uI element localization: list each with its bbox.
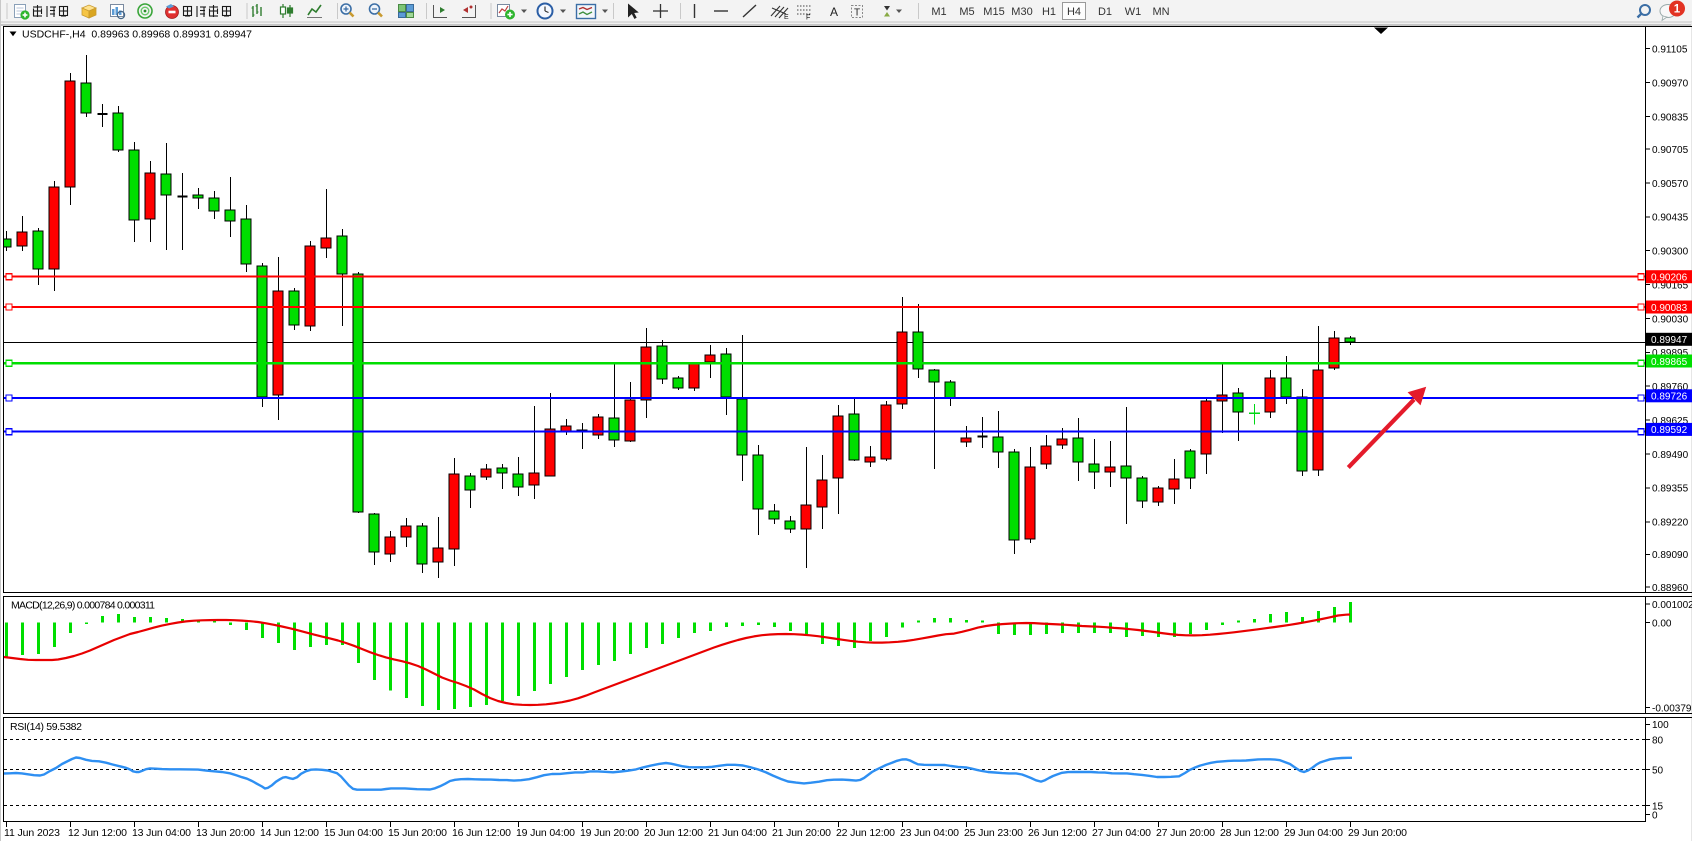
svg-text:15 Jun 04:00: 15 Jun 04:00 xyxy=(324,827,383,839)
svg-text:0.89760: 0.89760 xyxy=(1652,382,1689,393)
svg-text:0.89220: 0.89220 xyxy=(1652,518,1689,529)
svg-text:19 Jun 04:00: 19 Jun 04:00 xyxy=(516,827,575,839)
svg-text:0.90165: 0.90165 xyxy=(1652,280,1689,291)
svg-text:12 Jun 12:00: 12 Jun 12:00 xyxy=(68,827,127,839)
svg-text:0.90030: 0.90030 xyxy=(1652,314,1689,325)
svg-text:0.89865: 0.89865 xyxy=(1651,357,1688,368)
svg-text:0.90083: 0.90083 xyxy=(1651,303,1688,314)
svg-text:22 Jun 12:00: 22 Jun 12:00 xyxy=(836,827,895,839)
svg-text:11 Jun 2023: 11 Jun 2023 xyxy=(4,827,60,839)
svg-text:0.00: 0.00 xyxy=(1652,618,1672,629)
svg-text:29 Jun 04:00: 29 Jun 04:00 xyxy=(1284,827,1343,839)
svg-text:H1: H1 xyxy=(1042,6,1056,18)
svg-text:MACD(12,26,9) 0.000784 0.00031: MACD(12,26,9) 0.000784 0.000311 xyxy=(11,600,155,612)
svg-text:D1: D1 xyxy=(1098,6,1112,18)
svg-text:15: 15 xyxy=(1652,801,1664,812)
svg-text:-0.003793: -0.003793 xyxy=(1652,703,1692,714)
svg-text:0.89592: 0.89592 xyxy=(1651,425,1688,436)
svg-text:20 Jun 12:00: 20 Jun 12:00 xyxy=(644,827,703,839)
svg-text:1: 1 xyxy=(1674,4,1681,16)
svg-text:0.89490: 0.89490 xyxy=(1652,450,1689,461)
svg-text:100: 100 xyxy=(1652,720,1669,731)
svg-text:0: 0 xyxy=(1652,810,1658,821)
svg-text:A: A xyxy=(830,5,838,19)
svg-text:26 Jun 12:00: 26 Jun 12:00 xyxy=(1028,827,1087,839)
svg-text:21 Jun 04:00: 21 Jun 04:00 xyxy=(708,827,767,839)
svg-text:M1: M1 xyxy=(931,6,946,18)
svg-text:19 Jun 20:00: 19 Jun 20:00 xyxy=(580,827,639,839)
svg-text:80: 80 xyxy=(1652,735,1664,746)
svg-text:0.90835: 0.90835 xyxy=(1652,112,1689,123)
svg-text:MN: MN xyxy=(1152,6,1169,18)
svg-text:0.89355: 0.89355 xyxy=(1652,484,1689,495)
svg-text:0.89726: 0.89726 xyxy=(1651,392,1688,403)
svg-text:0.90570: 0.90570 xyxy=(1652,179,1689,190)
svg-text:29 Jun 20:00: 29 Jun 20:00 xyxy=(1348,827,1407,839)
svg-text:27 Jun 20:00: 27 Jun 20:00 xyxy=(1156,827,1215,839)
svg-text:F: F xyxy=(806,15,810,22)
svg-text:16 Jun 12:00: 16 Jun 12:00 xyxy=(452,827,511,839)
svg-text:0.90206: 0.90206 xyxy=(1651,273,1688,284)
svg-text:0.89090: 0.89090 xyxy=(1652,550,1689,561)
svg-text:M30: M30 xyxy=(1011,6,1032,18)
svg-text:M5: M5 xyxy=(959,6,974,18)
svg-text:0.001002: 0.001002 xyxy=(1652,600,1692,611)
svg-text:0.90300: 0.90300 xyxy=(1652,247,1689,258)
svg-text:M15: M15 xyxy=(983,6,1004,18)
svg-text:21 Jun 20:00: 21 Jun 20:00 xyxy=(772,827,831,839)
svg-text:15 Jun 20:00: 15 Jun 20:00 xyxy=(388,827,447,839)
svg-text:0.90435: 0.90435 xyxy=(1652,213,1689,224)
svg-text:0.89947: 0.89947 xyxy=(1651,335,1688,346)
svg-text:28 Jun 12:00: 28 Jun 12:00 xyxy=(1220,827,1279,839)
svg-text:25 Jun 23:00: 25 Jun 23:00 xyxy=(964,827,1023,839)
svg-text:0.89625: 0.89625 xyxy=(1652,416,1689,427)
svg-text:27 Jun 04:00: 27 Jun 04:00 xyxy=(1092,827,1151,839)
svg-text:13 Jun 20:00: 13 Jun 20:00 xyxy=(196,827,255,839)
svg-text:13 Jun 04:00: 13 Jun 04:00 xyxy=(132,827,191,839)
svg-text:RSI(14) 59.5382: RSI(14) 59.5382 xyxy=(10,721,82,733)
svg-text:23 Jun 04:00: 23 Jun 04:00 xyxy=(900,827,959,839)
svg-text:0.90970: 0.90970 xyxy=(1652,78,1689,89)
svg-text:0.88960: 0.88960 xyxy=(1652,583,1689,594)
svg-text:USDCHF-,H4 0.89963 0.89968 0.: USDCHF-,H4 0.89963 0.89968 0.89931 0.899… xyxy=(22,29,252,41)
svg-text:0.90705: 0.90705 xyxy=(1652,145,1689,156)
svg-text:E: E xyxy=(784,14,789,21)
svg-text:0.91105: 0.91105 xyxy=(1652,45,1688,56)
svg-text:0.89895: 0.89895 xyxy=(1652,348,1689,359)
svg-text:T: T xyxy=(854,8,860,19)
svg-text:H4: H4 xyxy=(1067,6,1081,18)
svg-text:50: 50 xyxy=(1652,765,1664,776)
svg-text:W1: W1 xyxy=(1125,6,1142,18)
svg-text:14 Jun 12:00: 14 Jun 12:00 xyxy=(260,827,319,839)
